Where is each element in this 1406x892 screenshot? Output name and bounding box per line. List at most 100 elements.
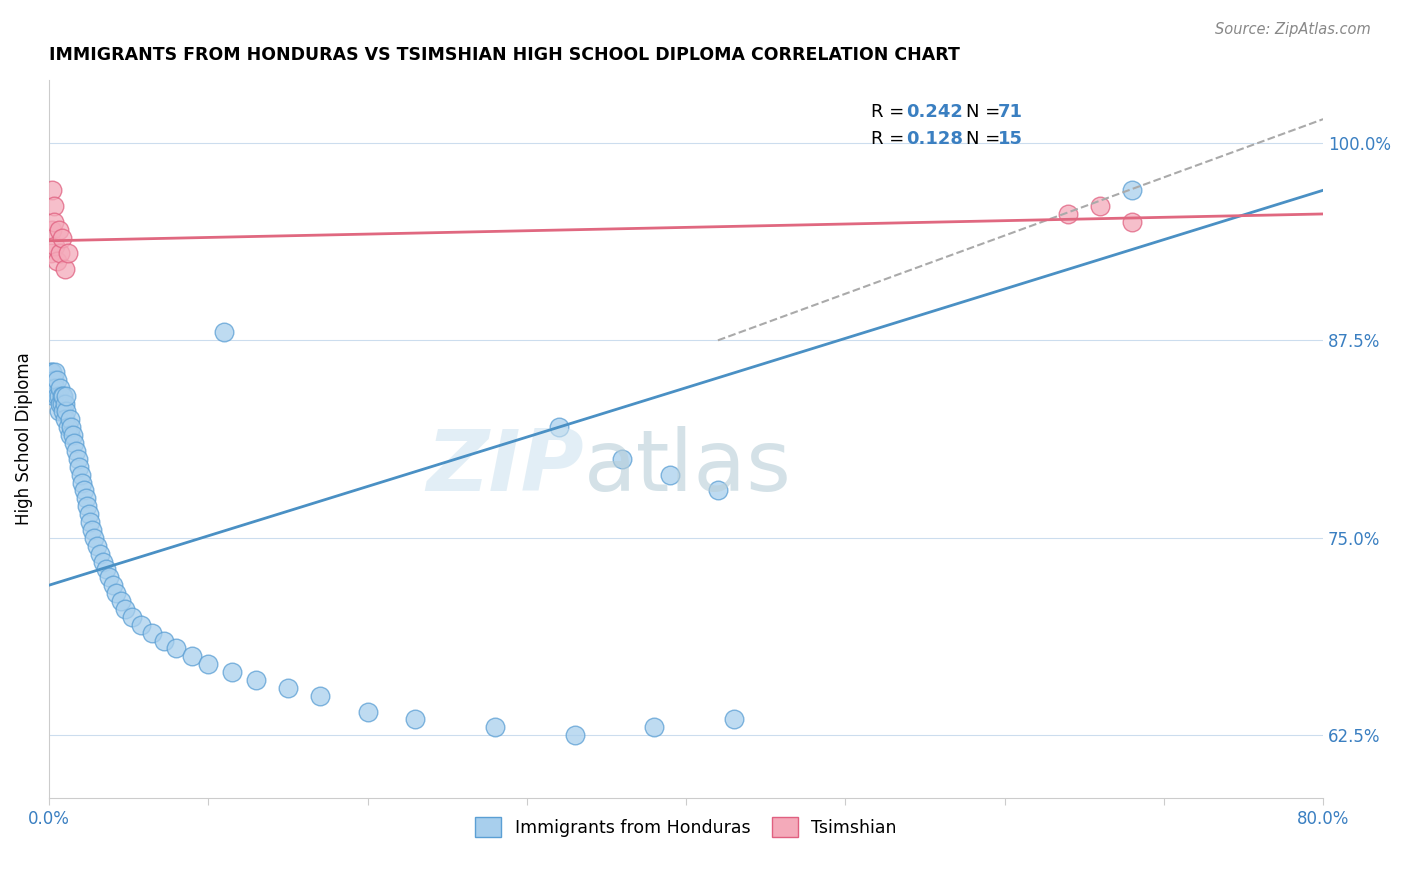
Point bbox=[79, 515, 101, 529]
Point bbox=[49, 396, 72, 410]
Point bbox=[41, 381, 63, 395]
Point bbox=[44, 238, 66, 252]
Point bbox=[121, 609, 143, 624]
Point bbox=[39, 246, 62, 260]
Point bbox=[77, 507, 100, 521]
Point bbox=[39, 365, 62, 379]
Text: Source: ZipAtlas.com: Source: ZipAtlas.com bbox=[1215, 22, 1371, 37]
Point bbox=[53, 412, 76, 426]
Point bbox=[62, 428, 84, 442]
Point bbox=[114, 602, 136, 616]
Point bbox=[67, 459, 90, 474]
Point bbox=[564, 728, 586, 742]
Point bbox=[1088, 199, 1111, 213]
Point bbox=[49, 246, 72, 260]
Point bbox=[66, 451, 89, 466]
Point bbox=[48, 404, 70, 418]
Point bbox=[56, 420, 79, 434]
Point bbox=[104, 586, 127, 600]
Text: N =: N = bbox=[966, 129, 1007, 147]
Text: 15: 15 bbox=[998, 129, 1024, 147]
Text: IMMIGRANTS FROM HONDURAS VS TSIMSHIAN HIGH SCHOOL DIPLOMA CORRELATION CHART: IMMIGRANTS FROM HONDURAS VS TSIMSHIAN HI… bbox=[49, 46, 960, 64]
Point bbox=[1121, 183, 1143, 197]
Point bbox=[53, 396, 76, 410]
Point bbox=[308, 689, 330, 703]
Point bbox=[89, 547, 111, 561]
Point bbox=[63, 436, 86, 450]
Point bbox=[49, 381, 72, 395]
Point bbox=[76, 500, 98, 514]
Point bbox=[96, 562, 118, 576]
Point bbox=[69, 467, 91, 482]
Point bbox=[404, 713, 426, 727]
Point bbox=[59, 412, 82, 426]
Point bbox=[73, 483, 96, 498]
Point bbox=[51, 396, 73, 410]
Point bbox=[152, 633, 174, 648]
Point bbox=[277, 681, 299, 695]
Point bbox=[53, 262, 76, 277]
Text: 0.128: 0.128 bbox=[907, 129, 963, 147]
Point bbox=[221, 665, 243, 679]
Legend: Immigrants from Honduras, Tsimshian: Immigrants from Honduras, Tsimshian bbox=[468, 810, 904, 844]
Point bbox=[48, 223, 70, 237]
Point bbox=[98, 570, 121, 584]
Point bbox=[181, 649, 204, 664]
Point bbox=[44, 365, 66, 379]
Point bbox=[52, 404, 75, 418]
Point bbox=[245, 673, 267, 687]
Point bbox=[356, 705, 378, 719]
Point bbox=[65, 444, 87, 458]
Point bbox=[42, 215, 65, 229]
Point bbox=[547, 420, 569, 434]
Point bbox=[55, 404, 77, 418]
Point bbox=[42, 389, 65, 403]
Point bbox=[131, 617, 153, 632]
Point bbox=[45, 373, 67, 387]
Text: R =: R = bbox=[870, 103, 910, 121]
Point bbox=[80, 523, 103, 537]
Text: R =: R = bbox=[870, 129, 910, 147]
Point bbox=[110, 594, 132, 608]
Point bbox=[52, 389, 75, 403]
Point bbox=[51, 389, 73, 403]
Point bbox=[1057, 207, 1080, 221]
Point bbox=[51, 230, 73, 244]
Point bbox=[45, 254, 67, 268]
Point bbox=[41, 365, 63, 379]
Point bbox=[91, 554, 114, 568]
Text: atlas: atlas bbox=[583, 426, 792, 509]
Point bbox=[41, 183, 63, 197]
Point bbox=[212, 326, 235, 340]
Point bbox=[86, 539, 108, 553]
Point bbox=[59, 428, 82, 442]
Point bbox=[72, 475, 94, 490]
Y-axis label: High School Diploma: High School Diploma bbox=[15, 352, 32, 525]
Point bbox=[44, 381, 66, 395]
Point bbox=[48, 389, 70, 403]
Point bbox=[41, 223, 63, 237]
Point bbox=[659, 467, 682, 482]
Text: ZIP: ZIP bbox=[426, 426, 583, 509]
Point bbox=[165, 641, 187, 656]
Point bbox=[56, 246, 79, 260]
Point bbox=[55, 389, 77, 403]
Point bbox=[45, 389, 67, 403]
Point bbox=[723, 713, 745, 727]
Point bbox=[141, 625, 163, 640]
Point bbox=[643, 720, 665, 734]
Point bbox=[197, 657, 219, 672]
Text: N =: N = bbox=[966, 103, 1007, 121]
Point bbox=[42, 373, 65, 387]
Point bbox=[101, 578, 124, 592]
Text: 0.242: 0.242 bbox=[907, 103, 963, 121]
Point bbox=[612, 451, 634, 466]
Point bbox=[75, 491, 97, 506]
Point bbox=[1121, 215, 1143, 229]
Point bbox=[83, 531, 105, 545]
Point bbox=[484, 720, 506, 734]
Point bbox=[707, 483, 730, 498]
Text: 71: 71 bbox=[998, 103, 1024, 121]
Point bbox=[42, 199, 65, 213]
Point bbox=[60, 420, 83, 434]
